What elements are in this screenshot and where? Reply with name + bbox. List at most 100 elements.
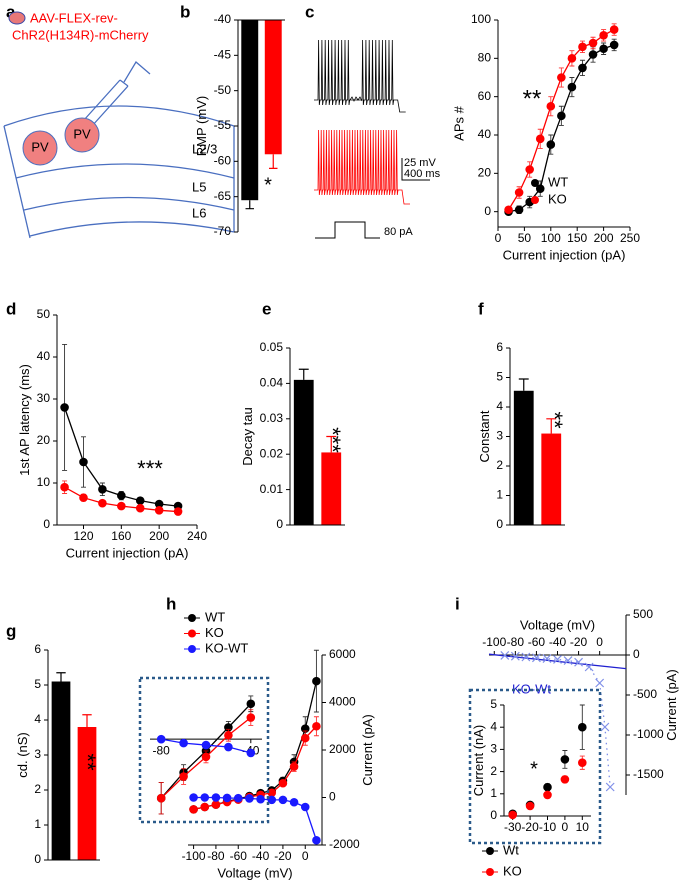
y-tick-label: 60	[478, 89, 492, 103]
bar	[51, 681, 71, 860]
marker	[542, 654, 552, 664]
marker	[605, 782, 615, 792]
marker	[173, 507, 183, 516]
y-tick-label: 6	[496, 340, 503, 354]
x-tick-label: 0	[562, 820, 569, 834]
error-bar	[546, 418, 557, 434]
legend-label: KO	[548, 191, 567, 206]
legend-label: WT	[205, 609, 225, 624]
bar	[264, 20, 282, 155]
marker	[599, 31, 608, 40]
marker	[557, 73, 566, 82]
marker	[289, 762, 299, 771]
panel-letter: h	[166, 594, 176, 613]
trace	[314, 129, 410, 205]
marker	[600, 722, 610, 732]
y-tick-label: 20	[37, 433, 51, 447]
y-tick-label: -1500	[633, 767, 664, 781]
y-axis-label: 1st AP latency (ms)	[17, 364, 32, 476]
marker	[246, 713, 256, 722]
panel-letter: g	[6, 621, 16, 640]
error-bar	[518, 378, 529, 391]
marker	[135, 496, 145, 505]
y-tick-label: 2000	[329, 742, 356, 756]
y-tick-label: 1	[34, 817, 41, 831]
error-bar	[298, 368, 309, 380]
y-tick-label: 20	[478, 166, 492, 180]
marker	[574, 657, 584, 667]
virus-icon	[8, 11, 26, 25]
marker	[79, 493, 88, 503]
y-tick-label: 0	[34, 852, 41, 866]
x-axis-label: Voltage (mV)	[520, 617, 595, 632]
y-tick-label: -500	[633, 687, 657, 701]
significance: *	[530, 758, 538, 780]
marker	[588, 38, 598, 48]
marker	[278, 778, 288, 788]
panel-letter: c	[305, 2, 314, 21]
legend-marker	[188, 629, 196, 638]
series-line	[488, 653, 627, 670]
y-tick-label: 30	[37, 391, 51, 405]
y-tick-label: 6	[34, 642, 41, 656]
marker	[222, 793, 232, 803]
virus-label: AAV-FLEX-rev-	[30, 10, 118, 25]
marker	[79, 457, 88, 467]
y-axis-label: Current (pA)	[360, 714, 375, 786]
marker	[211, 800, 221, 809]
inset-frame	[468, 688, 602, 845]
y-tick-label: -45	[214, 48, 232, 62]
marker	[189, 793, 198, 802]
y-tick-label: 0.03	[260, 411, 284, 425]
y-tick-label: 1	[490, 786, 497, 800]
significance: **	[75, 753, 100, 771]
x-tick-label: 160	[111, 529, 131, 543]
x-tick-label: 250	[620, 231, 640, 245]
x-tick-label: -10	[539, 820, 557, 834]
scale-label: 400 ms	[404, 168, 441, 180]
error-bar	[245, 200, 254, 210]
significance: **	[523, 85, 542, 112]
marker	[588, 50, 598, 59]
y-tick-label: 4	[34, 712, 41, 726]
x-tick-label: -80	[207, 849, 225, 863]
virus-label: ChR2(H134R)-mCherry	[12, 27, 149, 42]
stimulus-step	[315, 221, 380, 239]
bar	[293, 379, 314, 525]
y-tick-label: 40	[37, 349, 51, 363]
marker	[154, 506, 164, 515]
marker	[525, 801, 535, 811]
y-tick-label: 2	[490, 764, 497, 778]
marker	[189, 805, 198, 814]
bar	[513, 390, 534, 525]
significance: ***	[320, 427, 345, 453]
legend-label: WT	[548, 174, 568, 189]
y-tick-label: 0.04	[260, 376, 284, 390]
legend-marker	[531, 196, 539, 204]
cell-label: PV	[73, 126, 91, 141]
marker	[312, 676, 321, 686]
marker	[553, 654, 562, 664]
y-tick-label: 4	[496, 399, 503, 413]
panel-letter: f	[478, 299, 484, 318]
marker	[200, 793, 210, 802]
marker	[609, 25, 619, 34]
marker	[578, 722, 587, 732]
trace	[314, 39, 406, 113]
marker	[508, 810, 518, 820]
y-tick-label: 0	[276, 517, 283, 531]
cortex-outline	[3, 61, 235, 239]
marker	[300, 733, 310, 743]
y-tick-label: -40	[214, 12, 232, 26]
marker	[224, 730, 233, 740]
layer-label: L6	[192, 205, 206, 220]
scale-label: 25 mV	[404, 157, 436, 169]
x-tick-label: -20	[570, 635, 588, 649]
marker	[584, 662, 594, 672]
marker	[578, 758, 587, 768]
y-tick-label: 4	[490, 719, 497, 733]
marker	[211, 793, 221, 802]
y-axis-label: Current (nA)	[471, 725, 486, 797]
x-tick-label: 150	[567, 231, 587, 245]
